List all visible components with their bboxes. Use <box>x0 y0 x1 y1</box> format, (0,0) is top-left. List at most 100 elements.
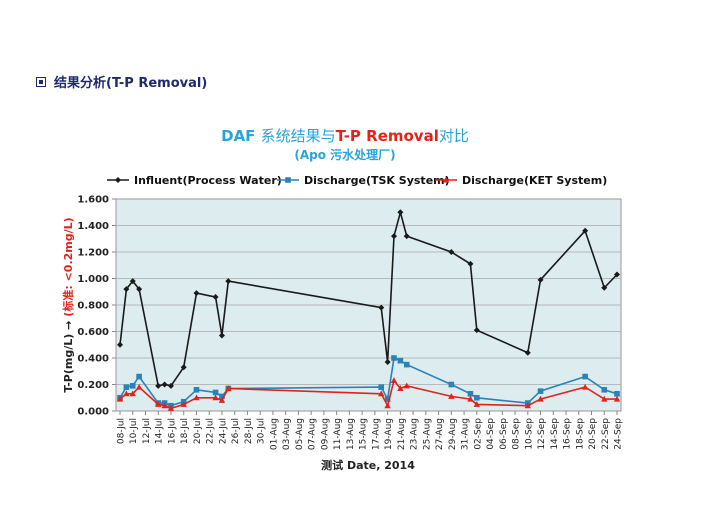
data-point <box>403 382 410 389</box>
y-tick-label: 1.200 <box>77 248 109 259</box>
data-point <box>397 357 404 364</box>
data-point <box>384 396 391 402</box>
series-layer <box>116 209 621 411</box>
data-point <box>180 401 187 407</box>
y-tick-label: 1.400 <box>77 221 109 232</box>
data-point <box>390 233 397 240</box>
data-point <box>397 385 404 391</box>
data-point <box>161 402 168 409</box>
data-point <box>180 364 187 371</box>
data-point <box>212 394 219 401</box>
y-tick-label: 1.000 <box>77 274 109 285</box>
data-point <box>614 271 620 278</box>
x-tick-label: 31-Aug <box>461 418 471 450</box>
data-point <box>614 390 620 397</box>
y-tick-label: 0.000 <box>77 407 109 418</box>
data-point <box>467 395 474 402</box>
y-tick-label: 0.600 <box>77 327 109 338</box>
x-axis-label: 测试 Date, 2014 <box>321 458 415 472</box>
x-tick-label: 26-Jul <box>231 418 241 444</box>
x-tick-label: 24-Sep <box>614 418 624 450</box>
data-point <box>129 383 136 389</box>
data-point <box>129 278 136 285</box>
x-tick-label: 19-Aug <box>384 418 394 450</box>
x-tick-label: 29-Aug <box>448 418 458 450</box>
x-tick-label: 18-Sep <box>575 418 585 450</box>
data-point <box>601 387 608 393</box>
data-point <box>397 209 404 216</box>
x-tick-label: 13-Aug <box>346 418 356 450</box>
data-point <box>524 349 531 356</box>
chart-title-part: T-P Removal <box>336 127 439 145</box>
data-point <box>212 294 219 301</box>
x-tick-label: 20-Sep <box>588 418 598 450</box>
x-tick-label: 01-Aug <box>269 418 279 450</box>
data-point <box>403 361 410 368</box>
x-tick-label: 02-Sep <box>473 418 483 450</box>
x-tick-label: 28-Jul <box>244 418 254 444</box>
x-tick-label: 20-Jul <box>193 418 203 444</box>
y-axis-label-standard: (标准: <0.2mg/L) <box>61 217 75 316</box>
x-tick-label: 12-Sep <box>537 418 547 450</box>
grid-lines <box>116 225 621 385</box>
legend-label: Discharge(TSK System) <box>304 174 450 187</box>
legend-item: Discharge(TSK System) <box>277 174 450 187</box>
x-tick-label: 16-Jul <box>167 418 177 444</box>
y-tick-label: 0.200 <box>77 380 109 391</box>
data-point <box>448 249 455 255</box>
data-point <box>285 177 291 183</box>
data-point <box>115 177 121 183</box>
data-point <box>442 176 450 183</box>
data-point <box>524 402 531 409</box>
data-point <box>467 260 474 267</box>
data-point <box>378 304 385 311</box>
y-axis-label-main: T-P(mg/L) → <box>62 321 75 393</box>
data-point <box>193 387 200 393</box>
x-tick-label: 03-Aug <box>282 418 292 450</box>
data-point <box>378 384 385 390</box>
legend: Influent(Process Water) Discharge(TSK Sys… <box>107 174 607 187</box>
x-tick-label: 10-Sep <box>524 418 534 450</box>
chart-title: DAF 系统结果与T-P Removal对比 <box>221 127 469 145</box>
x-tick-label: 21-Aug <box>397 418 407 450</box>
x-tick-label: 09-Aug <box>320 418 330 450</box>
chart-subtitle: (Apo 污水处理厂) <box>294 147 395 162</box>
x-tick-label: 10-Jul <box>129 418 139 444</box>
x-tick-label: 18-Jul <box>180 418 190 444</box>
x-tick-label: 15-Aug <box>359 418 369 450</box>
chart-title-part: 对比 <box>439 127 469 145</box>
data-point <box>467 390 474 397</box>
data-point <box>136 373 142 380</box>
data-point <box>537 395 544 402</box>
data-point <box>218 397 226 403</box>
x-tick-label: 14-Jul <box>155 418 165 444</box>
chart-title-part: 系统结果与 <box>261 127 336 145</box>
x-tick-label: 07-Aug <box>308 418 318 450</box>
data-point <box>391 355 397 361</box>
x-tick-label: 05-Aug <box>295 418 305 450</box>
x-tick-label: 22-Jul <box>206 418 216 444</box>
x-axis-ticks: 08-Jul 10-Jul 12-Jul 14-Jul 16-Jul 18-Jul 20-J… <box>117 411 624 450</box>
legend-item: Discharge(KET System) <box>435 174 607 187</box>
x-tick-label: 12-Jul <box>142 418 152 444</box>
x-tick-label: 11-Aug <box>333 418 343 450</box>
x-tick-label: 30-Jul <box>257 418 267 444</box>
x-tick-label: 24-Jul <box>218 418 228 444</box>
data-point <box>582 227 589 234</box>
data-point <box>116 395 124 402</box>
data-point <box>537 276 544 283</box>
data-point <box>473 401 481 407</box>
y-axis-label: T-P(mg/L) → (标准: <0.2mg/L) <box>61 217 75 392</box>
legend-item: Influent(Process Water) <box>107 174 282 187</box>
data-point <box>448 381 455 388</box>
data-point <box>218 332 225 339</box>
data-point <box>129 390 136 397</box>
x-tick-label: 22-Sep <box>601 418 611 450</box>
data-point <box>384 402 391 409</box>
x-tick-label: 25-Aug <box>422 418 432 450</box>
legend-label: Influent(Process Water) <box>134 174 282 187</box>
data-point <box>161 381 168 388</box>
series-triangle <box>116 377 621 411</box>
series-diamond <box>117 209 620 389</box>
